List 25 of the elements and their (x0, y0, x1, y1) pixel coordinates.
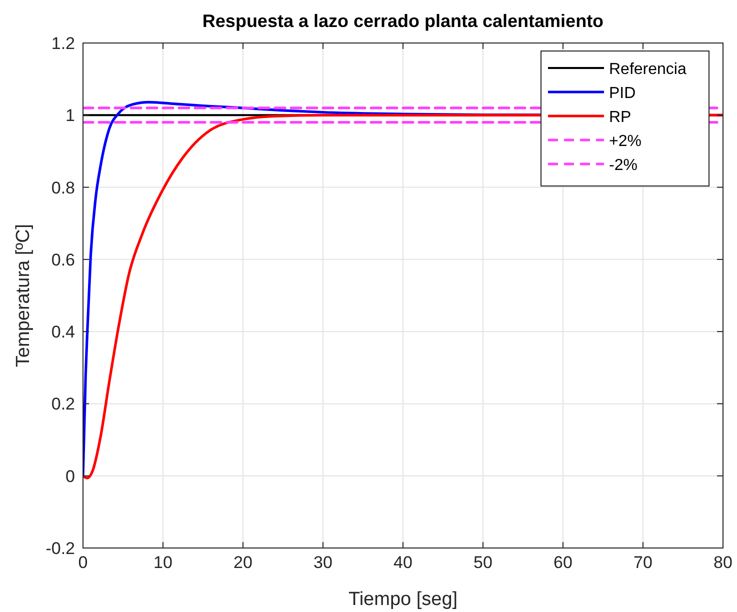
legend-label: -2% (609, 157, 638, 174)
y-tick-label: 1 (66, 106, 75, 126)
legend-label: +2% (609, 133, 642, 150)
x-tick-label: 70 (634, 553, 652, 572)
chart-title: Respuesta a lazo cerrado planta calentamiento (202, 11, 604, 31)
x-tick-label: 30 (314, 553, 332, 572)
x-tick-label: 50 (474, 553, 492, 572)
legend-label: RP (609, 109, 632, 126)
y-tick-label: 0.4 (51, 322, 75, 342)
legend-label: Referencia (609, 61, 686, 78)
y-axis-title: Temperatura [ºC] (13, 224, 34, 368)
x-tick-label: 20 (234, 553, 252, 572)
legend-label: PID (609, 85, 636, 102)
x-axis-title: Tiempo [seg] (348, 589, 458, 610)
x-tick-label: 0 (78, 553, 88, 572)
x-tick-label: 10 (154, 553, 172, 572)
y-tick-label: 1.2 (51, 34, 75, 53)
y-tick-label: 0.2 (51, 394, 75, 414)
x-tick-label: 40 (394, 553, 412, 572)
y-tick-label: 0.8 (51, 178, 75, 198)
y-tick-label: -0.2 (46, 539, 75, 558)
x-tick-label: 80 (714, 553, 732, 572)
y-tick-label: 0.6 (51, 250, 75, 270)
x-tick-label: 60 (554, 553, 572, 572)
y-tick-label: 0 (66, 466, 75, 486)
